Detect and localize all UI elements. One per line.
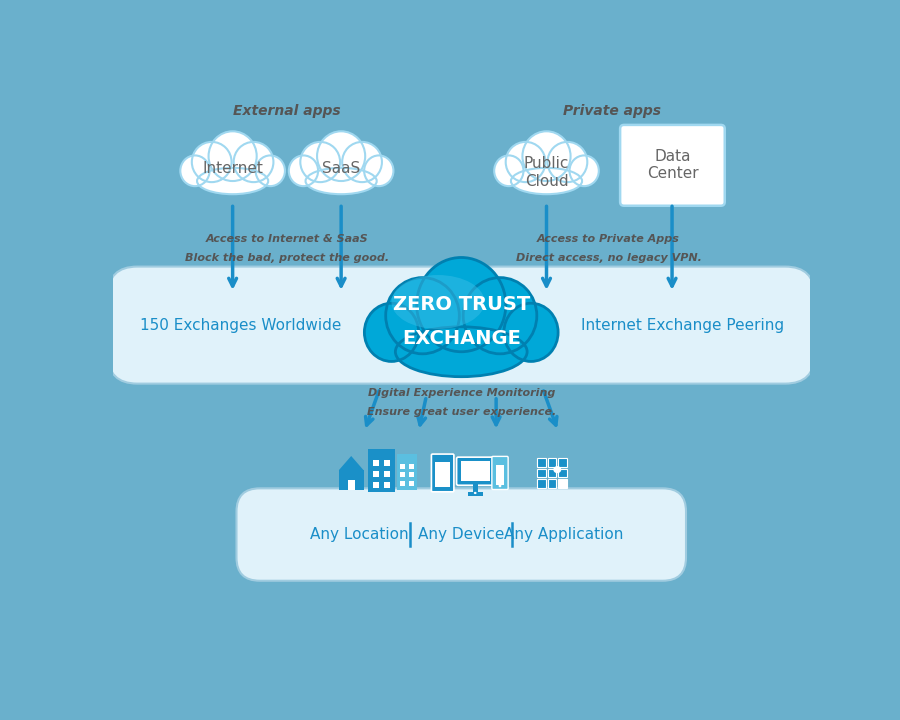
Text: Any Application: Any Application xyxy=(504,527,623,542)
Bar xyxy=(547,480,556,488)
Ellipse shape xyxy=(395,327,527,377)
Text: Ensure great user experience.: Ensure great user experience. xyxy=(366,407,556,417)
FancyBboxPatch shape xyxy=(431,454,454,492)
FancyBboxPatch shape xyxy=(108,266,814,384)
Ellipse shape xyxy=(209,131,256,181)
Ellipse shape xyxy=(494,156,524,186)
Text: 150 Exchanges Worldwide: 150 Exchanges Worldwide xyxy=(140,318,341,333)
Text: ZERO TRUST: ZERO TRUST xyxy=(392,294,530,314)
Bar xyxy=(347,480,355,490)
Ellipse shape xyxy=(234,142,274,182)
Ellipse shape xyxy=(511,168,582,194)
Ellipse shape xyxy=(473,492,477,494)
Bar xyxy=(558,469,567,477)
Ellipse shape xyxy=(317,131,365,181)
FancyBboxPatch shape xyxy=(620,125,724,206)
Bar xyxy=(383,460,390,467)
Ellipse shape xyxy=(504,303,558,361)
Ellipse shape xyxy=(180,156,210,186)
Text: External apps: External apps xyxy=(233,104,341,118)
Text: Access to Private Apps: Access to Private Apps xyxy=(537,234,680,244)
Text: Direct access, no legacy VPN.: Direct access, no legacy VPN. xyxy=(516,253,701,263)
Ellipse shape xyxy=(364,303,418,361)
Text: Any Location: Any Location xyxy=(310,527,409,542)
FancyBboxPatch shape xyxy=(237,488,686,581)
Bar xyxy=(435,462,450,487)
Bar xyxy=(536,480,545,488)
Ellipse shape xyxy=(192,142,231,182)
Bar xyxy=(468,492,482,496)
Bar xyxy=(547,458,556,467)
Ellipse shape xyxy=(554,466,562,473)
Bar xyxy=(383,471,390,477)
Ellipse shape xyxy=(417,258,506,352)
Ellipse shape xyxy=(289,156,318,186)
Text: Digital Experience Monitoring: Digital Experience Monitoring xyxy=(367,388,555,398)
Bar xyxy=(461,461,490,482)
Ellipse shape xyxy=(342,142,382,182)
Text: Any Device: Any Device xyxy=(418,527,504,542)
Bar xyxy=(558,458,567,467)
Ellipse shape xyxy=(301,142,340,182)
Bar xyxy=(397,454,417,490)
Bar xyxy=(409,481,414,486)
Text: Internet: Internet xyxy=(202,161,263,176)
Bar xyxy=(472,483,478,493)
Bar xyxy=(409,472,414,477)
Bar xyxy=(400,464,405,469)
Text: Data
Center: Data Center xyxy=(646,149,698,181)
FancyBboxPatch shape xyxy=(456,457,494,485)
Ellipse shape xyxy=(522,131,571,181)
FancyBboxPatch shape xyxy=(492,456,508,490)
Ellipse shape xyxy=(506,142,545,182)
Text: Block the bad, protect the good.: Block the bad, protect the good. xyxy=(184,253,389,263)
Bar xyxy=(373,460,379,467)
Bar xyxy=(338,470,364,490)
Text: Private apps: Private apps xyxy=(563,104,662,118)
Ellipse shape xyxy=(547,142,588,182)
Bar xyxy=(536,469,545,477)
Text: Access to Internet & SaaS: Access to Internet & SaaS xyxy=(205,234,368,244)
Bar xyxy=(547,469,556,477)
Text: Internet Exchange Peering: Internet Exchange Peering xyxy=(580,318,784,333)
Bar xyxy=(409,464,414,469)
Bar xyxy=(558,480,567,488)
Ellipse shape xyxy=(306,168,377,194)
Ellipse shape xyxy=(570,156,599,186)
Ellipse shape xyxy=(464,278,536,354)
Ellipse shape xyxy=(197,168,268,194)
Polygon shape xyxy=(338,456,364,470)
Bar xyxy=(373,471,379,477)
Bar xyxy=(400,481,405,486)
Bar xyxy=(373,482,379,487)
Ellipse shape xyxy=(392,275,484,329)
Bar xyxy=(383,482,390,487)
Ellipse shape xyxy=(256,156,285,186)
Bar xyxy=(400,472,405,477)
Text: Public
Cloud: Public Cloud xyxy=(524,156,569,189)
Text: EXCHANGE: EXCHANGE xyxy=(401,329,521,348)
Text: SaaS: SaaS xyxy=(322,161,360,176)
Bar xyxy=(536,458,545,467)
Polygon shape xyxy=(555,469,559,473)
Ellipse shape xyxy=(499,485,501,487)
Bar xyxy=(496,464,505,485)
Ellipse shape xyxy=(386,278,459,354)
Ellipse shape xyxy=(364,156,393,186)
Bar xyxy=(368,449,394,492)
